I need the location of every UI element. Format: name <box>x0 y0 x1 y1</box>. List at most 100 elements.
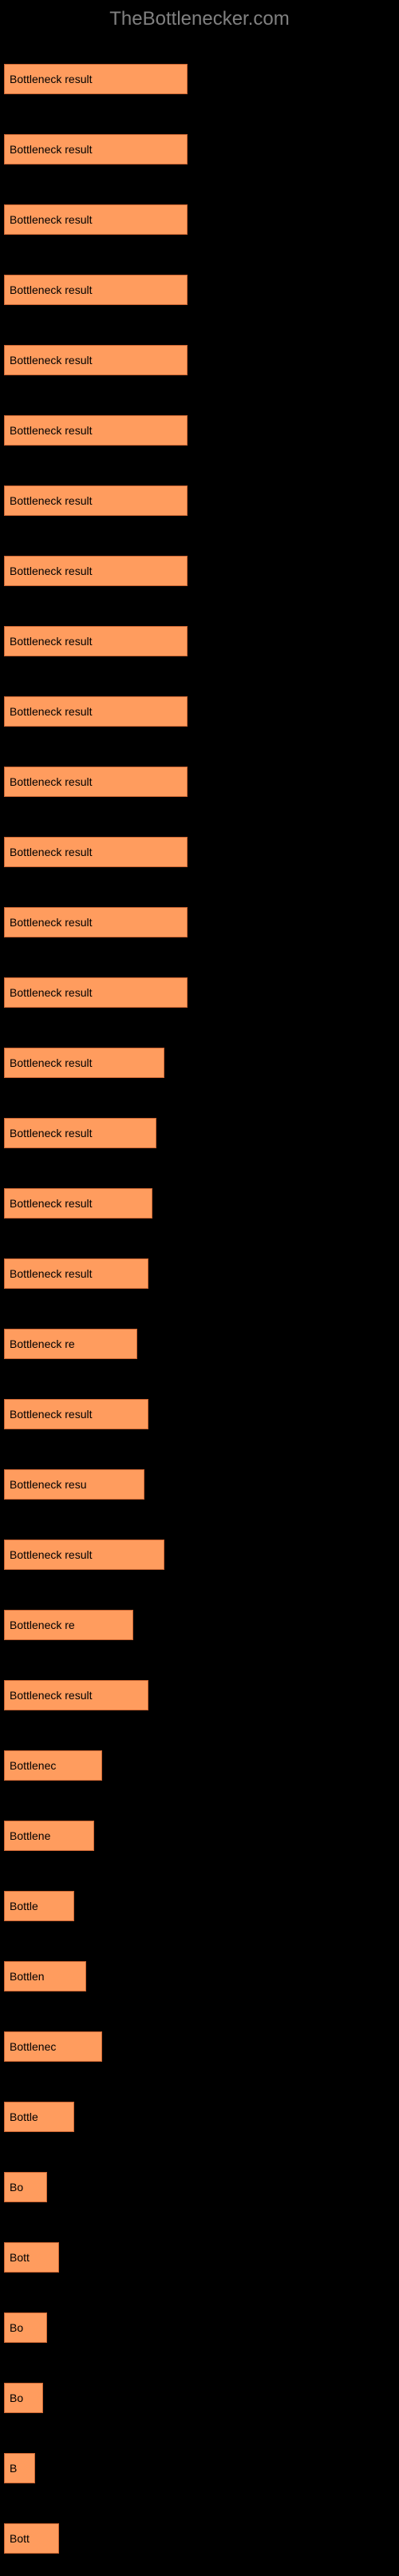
bar-text: Bottleneck result <box>10 565 93 577</box>
bar[interactable]: Bottleneck result <box>4 415 188 446</box>
bar-row: Bottleneck result <box>4 960 395 1009</box>
bar-label <box>4 2295 395 2309</box>
chart-container: Bottleneck result Bottleneck result Bottle… <box>0 46 399 2555</box>
bar-row: Bottleneck re <box>4 1311 395 1361</box>
bar[interactable]: Bottleneck result <box>4 556 188 586</box>
bar-row: Bott <box>4 2225 395 2274</box>
bar-label <box>4 398 395 412</box>
bar[interactable]: Bott <box>4 2523 59 2554</box>
bar[interactable]: Bo <box>4 2172 47 2202</box>
bar-text: Bottleneck result <box>10 1056 93 1069</box>
bar-row: Bottlene <box>4 1803 395 1853</box>
bar[interactable]: Bottleneck result <box>4 1188 152 1219</box>
bar[interactable]: Bottleneck result <box>4 696 188 727</box>
bar[interactable]: Bottleneck result <box>4 134 188 164</box>
bar-text: Bo <box>10 2181 23 2194</box>
bar[interactable]: Bottleneck result <box>4 837 188 867</box>
bar-label <box>4 1171 395 1185</box>
bar-row: Bottlen <box>4 1944 395 1993</box>
bar-text: Bottle <box>10 2110 38 2123</box>
bar-label <box>4 608 395 623</box>
bar[interactable]: Bottleneck result <box>4 204 188 235</box>
bar-text: Bottlene <box>10 1829 50 1842</box>
bar-label <box>4 1944 395 1958</box>
bar-row: Bottleneck result <box>4 1171 395 1220</box>
bar[interactable]: B <box>4 2453 35 2483</box>
bar[interactable]: Bottleneck result <box>4 1680 148 1710</box>
bar[interactable]: Bottlenec <box>4 2031 102 2062</box>
bar-label <box>4 679 395 693</box>
bar[interactable]: Bottleneck result <box>4 485 188 516</box>
bar-text: Bottleneck result <box>10 1408 93 1421</box>
bar-text: Bottleneck result <box>10 846 93 858</box>
bar[interactable]: Bottleneck result <box>4 1048 164 1078</box>
bar-text: Bottleneck result <box>10 143 93 156</box>
bar[interactable]: Bottleneck result <box>4 977 188 1008</box>
bar-text: Bottleneck resu <box>10 1478 87 1491</box>
bar-label <box>4 2154 395 2169</box>
bar-row: Bottleneck result <box>4 398 395 447</box>
bar-row: Bottlenec <box>4 2014 395 2063</box>
bar[interactable]: Bottlene <box>4 1821 94 1851</box>
bar-label <box>4 2435 395 2450</box>
bar[interactable]: Bottleneck result <box>4 1118 156 1148</box>
bar-label <box>4 1030 395 1044</box>
bar-label <box>4 2225 395 2239</box>
bar[interactable]: Bottleneck result <box>4 345 188 375</box>
bar-row: Bottleneck result <box>4 46 395 96</box>
bar-row: Bottleneck result <box>4 1522 395 1571</box>
bar-label <box>4 117 395 131</box>
bar[interactable]: Bottleneck result <box>4 767 188 797</box>
bar-label <box>4 1311 395 1326</box>
bar[interactable]: Bottlenec <box>4 1750 102 1781</box>
bar-label <box>4 1452 395 1466</box>
bar[interactable]: Bottle <box>4 2102 74 2132</box>
bar-text: Bottlen <box>10 1970 45 1983</box>
bar-text: Bottleneck result <box>10 73 93 85</box>
bar[interactable]: Bottleneck result <box>4 1399 148 1429</box>
bar-label <box>4 1663 395 1677</box>
bar[interactable]: Bo <box>4 2383 43 2413</box>
bar-label <box>4 538 395 553</box>
bar-row: Bottleneck result <box>4 1381 395 1431</box>
bar-row: Bottleneck result <box>4 327 395 377</box>
bar-label <box>4 749 395 763</box>
bar-row: Bottleneck result <box>4 1030 395 1080</box>
bar[interactable]: Bottleneck result <box>4 1540 164 1570</box>
bar-label <box>4 187 395 201</box>
bar-row: Bottleneck result <box>4 117 395 166</box>
bar-row: Bottleneck result <box>4 749 395 799</box>
bar[interactable]: Bottleneck result <box>4 907 188 937</box>
bar-text: Bottleneck result <box>10 424 93 437</box>
bar-label <box>4 1241 395 1255</box>
bar-text: Bottleneck result <box>10 1127 93 1139</box>
bar-row: Bottleneck result <box>4 257 395 307</box>
bar-label <box>4 327 395 342</box>
bar-row: Bottleneck result <box>4 819 395 869</box>
bar-row: Bottleneck result <box>4 608 395 658</box>
bar-label <box>4 257 395 271</box>
bar-text: Bottlenec <box>10 1759 56 1772</box>
bar-text: Bott <box>10 2251 30 2264</box>
bar[interactable]: Bo <box>4 2312 47 2343</box>
bar[interactable]: Bottleneck result <box>4 1258 148 1289</box>
bar-row: Bottleneck result <box>4 1100 395 1150</box>
bar[interactable]: Bottle <box>4 1891 74 1921</box>
bar[interactable]: Bott <box>4 2242 59 2273</box>
bar-label <box>4 819 395 834</box>
bar[interactable]: Bottleneck re <box>4 1329 137 1359</box>
bar-text: Bottleneck re <box>10 1619 75 1631</box>
bar-text: Bottleneck result <box>10 283 93 296</box>
bar[interactable]: Bottleneck resu <box>4 1469 144 1500</box>
bar[interactable]: Bottleneck result <box>4 275 188 305</box>
bar-text: Bottleneck result <box>10 1689 93 1702</box>
bar[interactable]: Bottleneck result <box>4 64 188 94</box>
bar-label <box>4 2014 395 2028</box>
bar-text: Bottleneck re <box>10 1338 75 1350</box>
bar[interactable]: Bottleneck re <box>4 1610 133 1640</box>
bar[interactable]: Bottlen <box>4 1961 86 1991</box>
bar-row: B <box>4 2435 395 2485</box>
bar-label <box>4 960 395 974</box>
bar-text: Bottleneck result <box>10 213 93 226</box>
bar[interactable]: Bottleneck result <box>4 626 188 656</box>
